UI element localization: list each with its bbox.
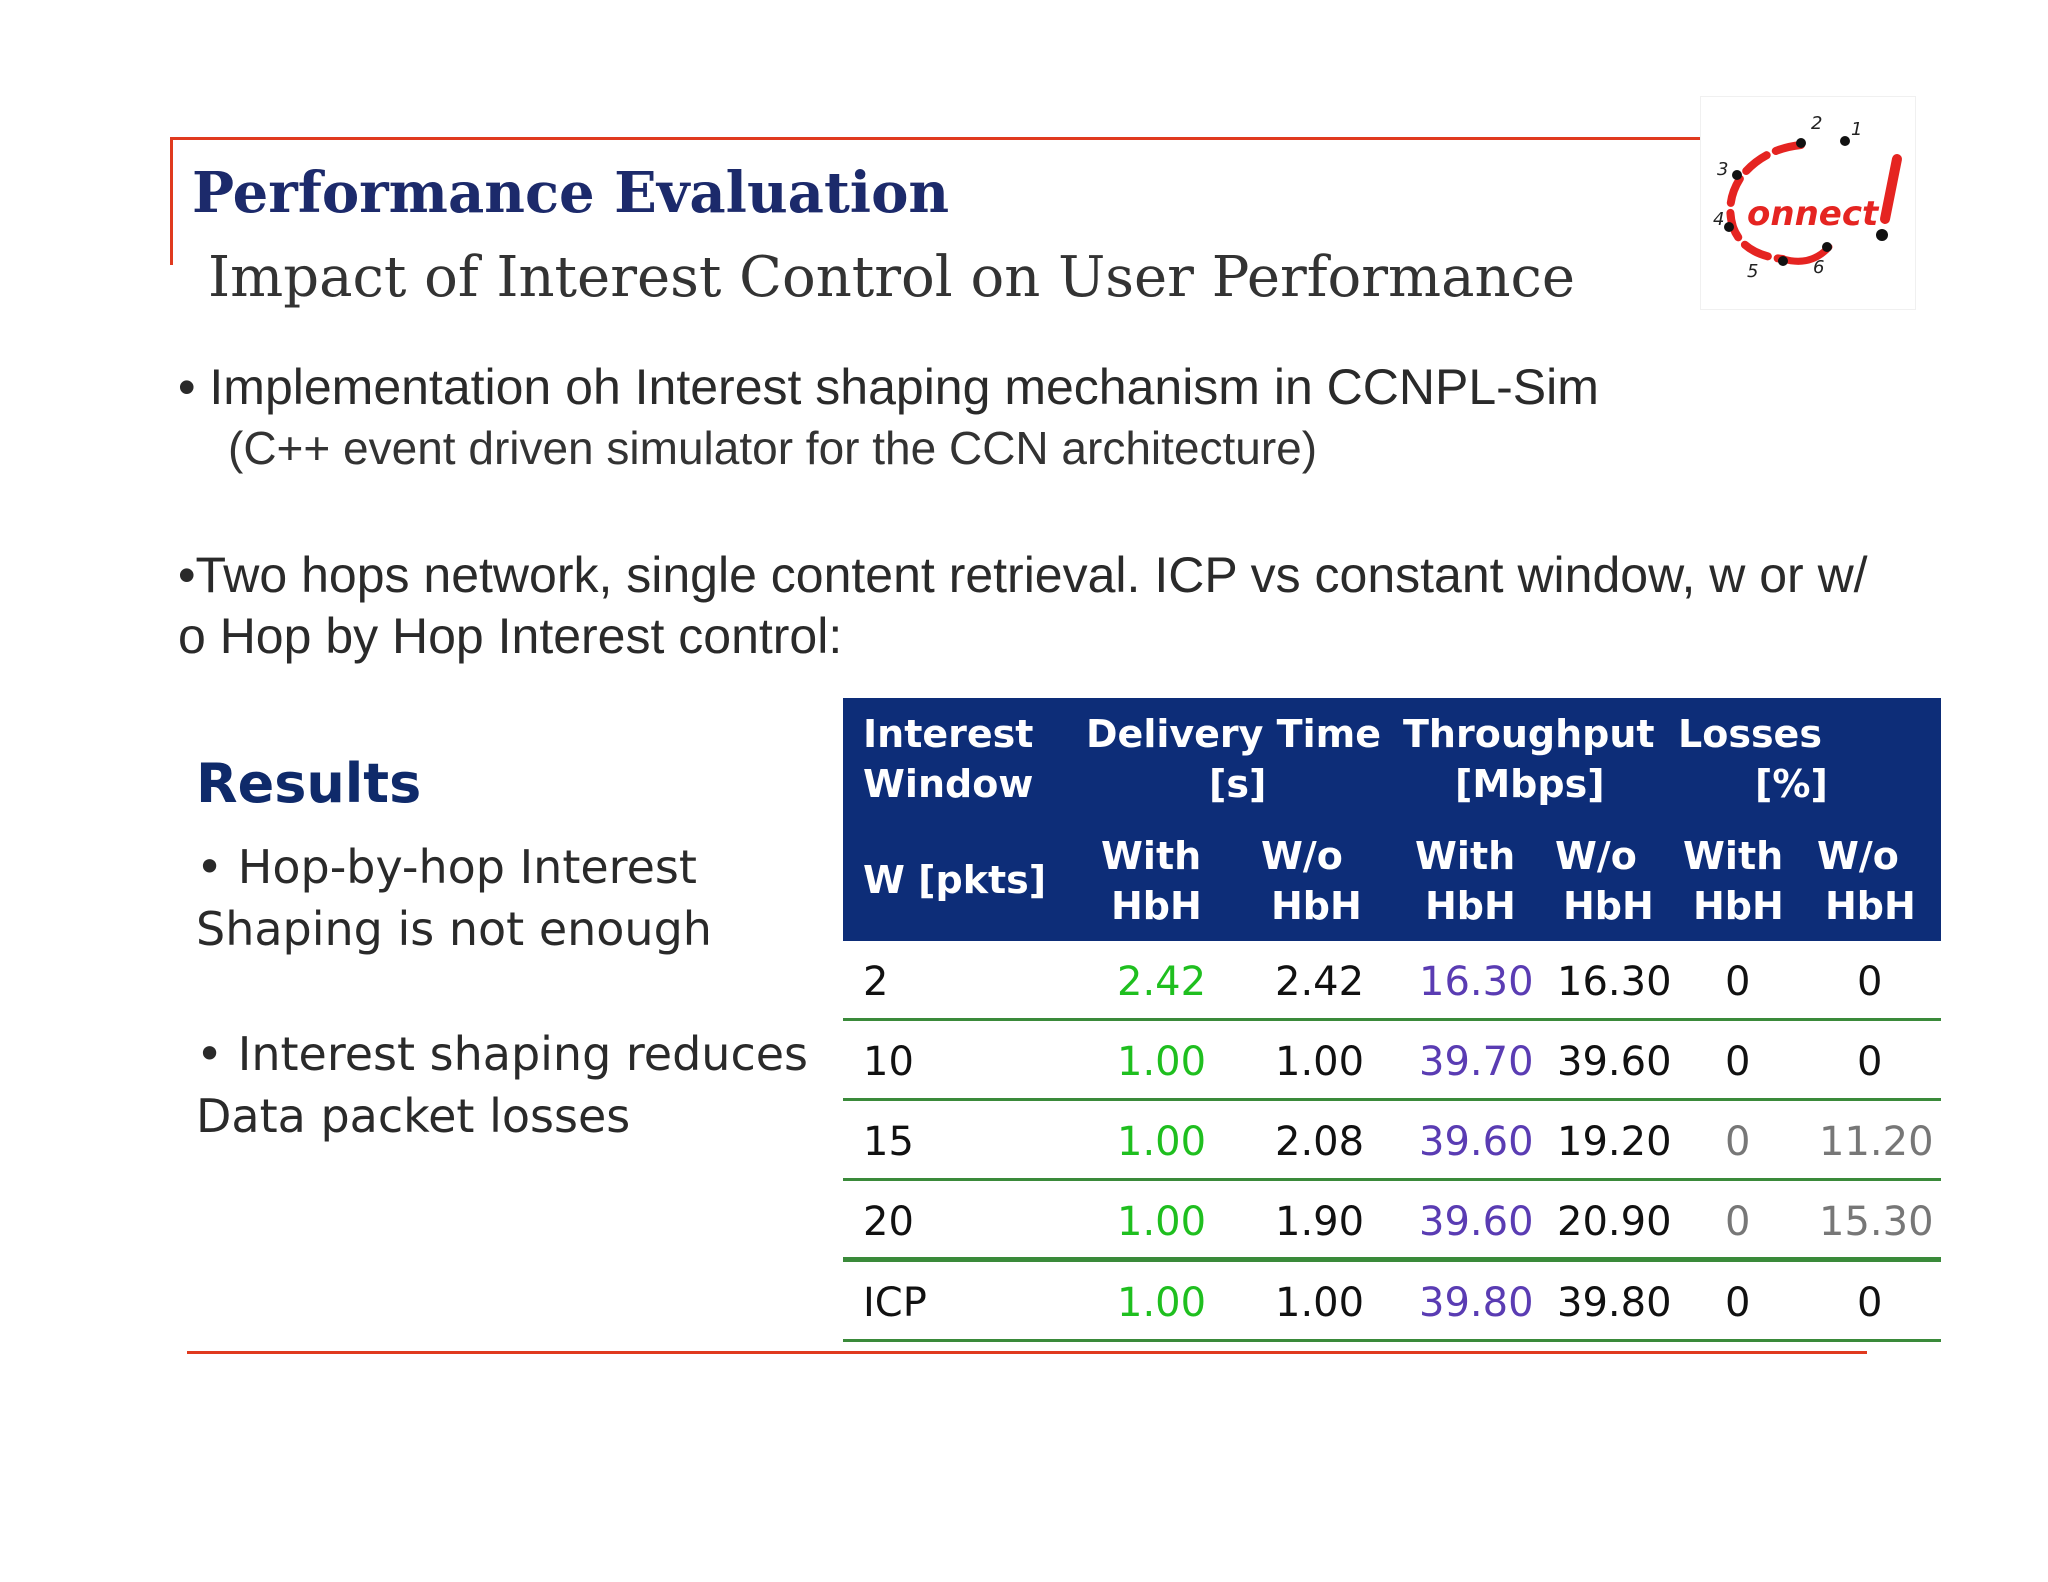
cell-dt-with: 2.42 — [1117, 959, 1207, 1005]
cell-tp-with: 39.80 — [1419, 1280, 1534, 1326]
results-item1-line1: • Hop-by-hop Interest — [196, 840, 697, 894]
header-dt-wo: W/o — [1261, 834, 1343, 878]
header-dt-with-hbh: HbH — [1111, 884, 1202, 928]
header-tp-wo-hbh: HbH — [1563, 884, 1654, 928]
header-delivery-time: Delivery Time — [1086, 712, 1381, 756]
row-divider-thick — [843, 1257, 1941, 1262]
cell-window: 15 — [863, 1119, 914, 1165]
results-title: Results — [196, 752, 422, 815]
table-header: Interest Window Delivery Time [s] Throug… — [843, 698, 1941, 941]
slide-subtitle: Impact of Interest Control on User Perfo… — [208, 245, 1576, 310]
cell-l-wo: 0 — [1857, 959, 1883, 1005]
bottom-rule — [187, 1351, 1867, 1354]
header-tp-wo: W/o — [1555, 834, 1637, 878]
header-l-with-hbh: HbH — [1693, 884, 1784, 928]
cell-tp-wo: 39.80 — [1557, 1280, 1672, 1326]
cell-l-with: 0 — [1725, 1119, 1751, 1165]
cell-window: 10 — [863, 1039, 914, 1085]
results-item1-line2: Shaping is not enough — [196, 902, 712, 956]
table-row: 15 1.00 2.08 39.60 19.20 0 11.20 — [843, 1101, 1941, 1181]
row-divider — [843, 1098, 1941, 1101]
cell-dt-wo: 2.42 — [1275, 959, 1365, 1005]
header-tp-with: With — [1415, 834, 1516, 878]
cell-tp-wo: 19.20 — [1557, 1119, 1672, 1165]
cell-l-wo: 15.30 — [1819, 1199, 1934, 1245]
row-divider — [843, 1339, 1941, 1342]
table-row: ICP 1.00 1.00 39.80 39.80 0 0 — [843, 1262, 1941, 1342]
table-row: 2 2.42 2.42 16.30 16.30 0 0 — [843, 941, 1941, 1021]
cell-dt-wo: 2.08 — [1275, 1119, 1365, 1165]
table-row: 20 1.00 1.90 39.60 20.90 0 15.30 — [843, 1181, 1941, 1261]
logo-number: 1 — [1851, 119, 1862, 140]
header-throughput: Throughput — [1403, 712, 1655, 756]
header-losses-unit: [%] — [1755, 762, 1828, 806]
header-throughput-unit: [Mbps] — [1455, 762, 1605, 806]
cell-dt-with: 1.00 — [1117, 1199, 1207, 1245]
header-l-wo: W/o — [1817, 834, 1899, 878]
cell-l-with: 0 — [1725, 959, 1751, 1005]
cell-dt-with: 1.00 — [1117, 1119, 1207, 1165]
results-item2-line1: • Interest shaping reduces — [196, 1027, 809, 1081]
cell-tp-with: 16.30 — [1419, 959, 1534, 1005]
header-delivery-unit: [s] — [1209, 762, 1267, 806]
cell-dt-wo: 1.00 — [1275, 1039, 1365, 1085]
results-item2-line2: Data packet losses — [196, 1089, 631, 1143]
cell-tp-with: 39.60 — [1419, 1119, 1534, 1165]
cell-window: 2 — [863, 959, 889, 1005]
cell-l-wo: 11.20 — [1819, 1119, 1934, 1165]
cell-l-with: 0 — [1725, 1280, 1751, 1326]
row-divider — [843, 1178, 1941, 1181]
logo-number: 2 — [1811, 113, 1822, 134]
cell-l-wo: 0 — [1857, 1280, 1883, 1326]
cell-dt-with: 1.00 — [1117, 1039, 1207, 1085]
cell-tp-wo: 20.90 — [1557, 1199, 1672, 1245]
header-dt-wo-hbh: HbH — [1271, 884, 1362, 928]
logo-number: 5 — [1747, 261, 1758, 282]
cell-l-wo: 0 — [1857, 1039, 1883, 1085]
header-l-with: With — [1683, 834, 1784, 878]
logo-text: onnect — [1747, 194, 1880, 234]
cell-window: ICP — [863, 1280, 927, 1326]
header-w-pkts: W [pkts] — [863, 858, 1047, 902]
cell-dt-wo: 1.90 — [1275, 1199, 1365, 1245]
bullet-implementation: • Implementation oh Interest shaping mec… — [178, 359, 1599, 415]
cell-tp-with: 39.60 — [1419, 1199, 1534, 1245]
connect-logo: 2 1 3 4 5 6 onnect — [1700, 96, 1916, 310]
header-window: Window — [863, 762, 1034, 806]
connect-logo-icon: 2 1 3 4 5 6 onnect — [1713, 113, 1902, 282]
cell-dt-wo: 1.00 — [1275, 1280, 1365, 1326]
left-rule — [170, 137, 173, 265]
header-losses: Losses — [1678, 712, 1822, 756]
header-tp-with-hbh: HbH — [1425, 884, 1516, 928]
cell-tp-wo: 39.60 — [1557, 1039, 1672, 1085]
header-dt-with: With — [1101, 834, 1202, 878]
slide-title: Performance Evaluation — [192, 160, 950, 226]
bullet-network-line1: •Two hops network, single content retrie… — [178, 547, 1868, 603]
cell-dt-with: 1.00 — [1117, 1280, 1207, 1326]
logo-number: 3 — [1717, 159, 1728, 180]
table-row: 10 1.00 1.00 39.70 39.60 0 0 — [843, 1021, 1941, 1101]
logo-number: 4 — [1713, 209, 1724, 230]
row-divider — [843, 1018, 1941, 1021]
header-l-wo-hbh: HbH — [1825, 884, 1916, 928]
top-rule — [170, 137, 1700, 140]
logo-number: 6 — [1813, 257, 1824, 278]
bullet-implementation-sub: (C++ event driven simulator for the CCN … — [228, 422, 1318, 474]
cell-tp-with: 39.70 — [1419, 1039, 1534, 1085]
bullet-network-line2: o Hop by Hop Interest control: — [178, 608, 843, 664]
header-interest: Interest — [863, 712, 1034, 756]
cell-l-with: 0 — [1725, 1039, 1751, 1085]
cell-window: 20 — [863, 1199, 914, 1245]
cell-l-with: 0 — [1725, 1199, 1751, 1245]
cell-tp-wo: 16.30 — [1557, 959, 1672, 1005]
